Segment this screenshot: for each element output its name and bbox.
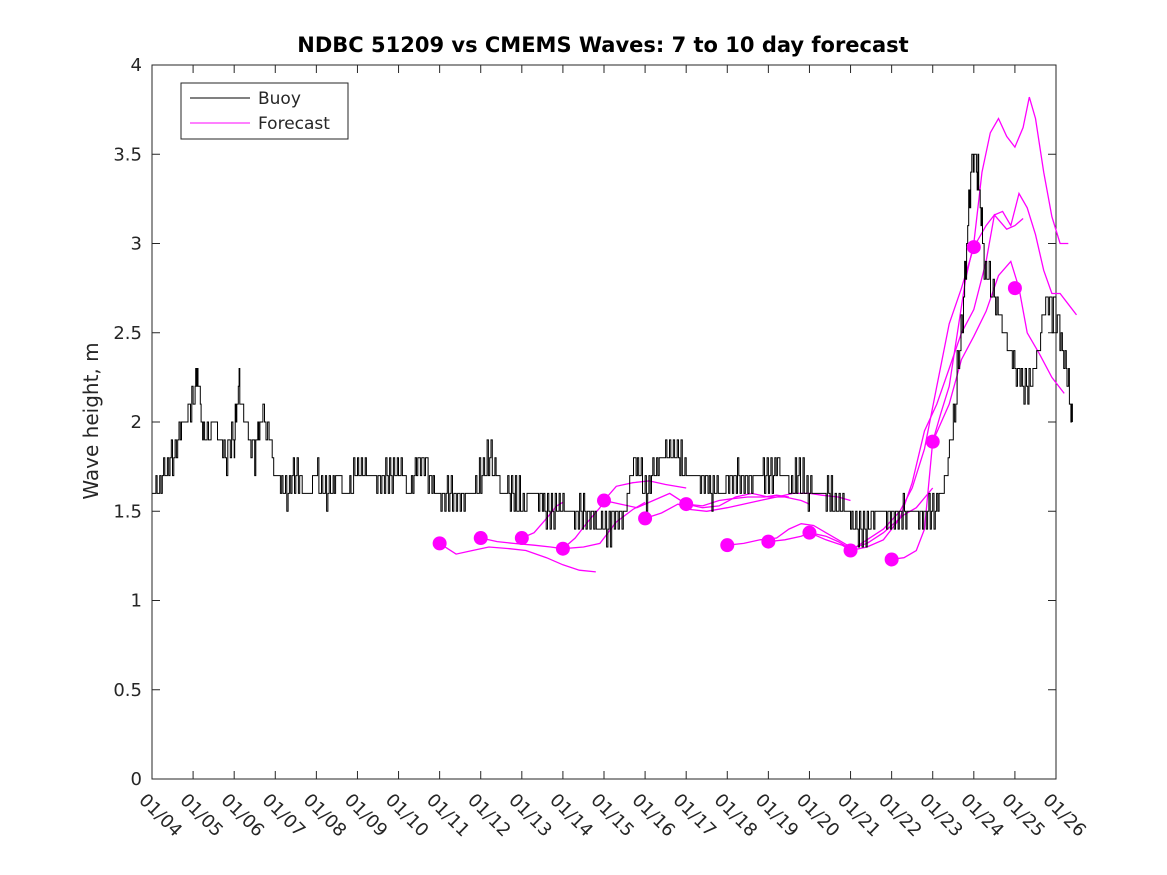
chart-title: NDBC 51209 vs CMEMS Waves: 7 to 10 day f… — [297, 33, 908, 57]
forecast-start-marker — [966, 240, 981, 255]
forecast-start-marker — [802, 525, 817, 540]
forecast-start-marker — [761, 534, 776, 549]
forecast-line — [850, 191, 1078, 552]
y-tick-label: 4 — [131, 55, 142, 76]
series-layer — [152, 96, 1078, 573]
y-tick-label: 0.5 — [113, 680, 142, 701]
forecast-line — [562, 480, 687, 550]
y-axis-label: Wave height, m — [79, 342, 103, 499]
y-tick-label: 1 — [131, 591, 142, 612]
legend-forecast-label: Forecast — [258, 114, 330, 134]
y-axis-ticks: 0 0.5 1 1.5 2 2.5 3 3.5 4 — [113, 55, 1056, 790]
legend-box — [180, 82, 349, 140]
y-tick-label: 2 — [131, 412, 142, 433]
y-tick-label: 0 — [131, 769, 142, 790]
forecast-start-marker — [925, 434, 940, 449]
forecast-line — [603, 492, 810, 509]
forecast-start-marker — [432, 536, 447, 551]
forecast-start-marker — [597, 493, 611, 508]
forecast-start-marker — [1007, 281, 1022, 296]
forecast-start-marker — [514, 531, 529, 546]
forecast-start-marker — [720, 538, 735, 553]
forecast-start-marker — [473, 531, 488, 546]
forecast-line — [686, 494, 789, 507]
forecast-line — [439, 542, 596, 573]
forecast-start-marker — [884, 552, 899, 567]
y-tick-label: 2.5 — [113, 323, 142, 344]
forecast-start-marker — [843, 543, 858, 558]
forecast-start-marker — [555, 541, 570, 556]
y-tick-label: 3 — [131, 234, 142, 255]
forecast-line — [891, 96, 1069, 561]
forecast-line — [727, 523, 851, 548]
y-tick-label: 3.5 — [113, 144, 142, 165]
buoy-line — [152, 153, 1073, 548]
forecast-start-marker — [638, 511, 653, 526]
y-tick-label: 1.5 — [113, 501, 142, 522]
forecast-start-marker — [679, 497, 694, 512]
legend: Buoy Forecast — [180, 82, 349, 140]
legend-buoy-label: Buoy — [258, 89, 301, 109]
